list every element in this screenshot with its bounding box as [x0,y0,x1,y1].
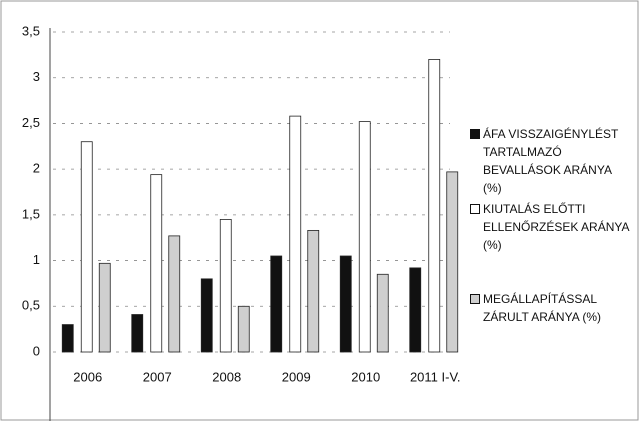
bar [428,59,441,353]
y-tick-label: 1,5 [22,206,40,221]
bar [376,273,389,353]
y-tick-label: 0,5 [22,298,40,313]
y-tick-label: 3 [33,69,40,84]
bar [358,121,371,353]
legend-swatch [470,129,480,139]
bar [61,324,74,353]
legend-item: MEGÁLLAPÍTÁSSAL ZÁRULT ARÁNYA (%) [470,290,630,326]
x-tick-label: 2006 [73,369,102,384]
x-tick-label: 2007 [143,369,172,384]
legend-item: ÁFA VISSZAIGÉNYLÉST TARTALMAZÓ BEVALLÁSO… [470,125,630,197]
bar [409,267,422,353]
bar [131,314,144,353]
bar [150,174,163,353]
legend-swatch [470,204,480,214]
legend-swatch [470,294,480,304]
x-tick-label: 2011 I-V. [410,369,461,384]
bar [237,305,250,353]
bar [270,255,283,353]
y-tick-label: 0 [33,343,40,358]
y-tick-label: 2,5 [22,115,40,130]
legend-label: KIUTALÁS ELŐTTI ELLENŐRZÉSEK ARÁNYA (%) [483,202,629,252]
y-tick-label: 2 [33,161,40,176]
y-tick-label: 3,5 [22,23,40,38]
legend-item: KIUTALÁS ELŐTTI ELLENŐRZÉSEK ARÁNYA (%) [470,200,630,254]
bar [200,278,213,353]
bar [168,235,181,353]
bar [307,229,320,353]
x-tick-label: 2008 [212,369,241,384]
bar [339,255,352,353]
bar [219,219,232,353]
bar [446,171,459,353]
bar [289,115,302,353]
y-tick-label: 1 [33,252,40,267]
legend-label: MEGÁLLAPÍTÁSSAL ZÁRULT ARÁNYA (%) [483,292,602,324]
bar [98,262,111,353]
bar [80,141,93,353]
legend-label: ÁFA VISSZAIGÉNYLÉST TARTALMAZÓ BEVALLÁSO… [483,127,619,195]
x-tick-label: 2009 [282,369,311,384]
x-tick-label: 2010 [351,369,380,384]
